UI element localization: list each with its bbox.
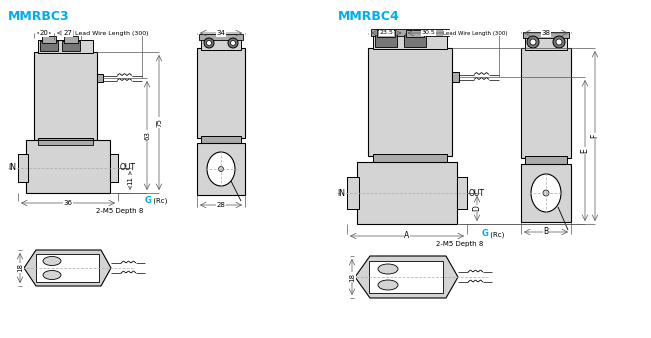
Bar bbox=[38, 40, 93, 53]
Text: 2-M5 Depth 8: 2-M5 Depth 8 bbox=[96, 208, 144, 214]
Bar bbox=[38, 138, 93, 144]
Text: MMRBC4: MMRBC4 bbox=[338, 10, 400, 23]
Circle shape bbox=[527, 36, 539, 48]
Bar bbox=[375, 35, 397, 47]
Bar bbox=[357, 162, 457, 224]
Text: D: D bbox=[473, 206, 482, 212]
Text: 63: 63 bbox=[144, 131, 150, 140]
Text: 36: 36 bbox=[64, 200, 72, 206]
Text: 23.5: 23.5 bbox=[380, 30, 393, 35]
Text: 30.5: 30.5 bbox=[421, 30, 435, 35]
Text: IN: IN bbox=[337, 189, 345, 197]
Text: 20: 20 bbox=[40, 30, 48, 36]
Bar bbox=[201, 38, 241, 50]
Bar bbox=[197, 143, 245, 195]
Bar bbox=[18, 154, 28, 182]
Text: E: E bbox=[581, 148, 590, 153]
Bar bbox=[201, 136, 241, 143]
Bar bbox=[97, 74, 103, 82]
Bar bbox=[371, 29, 449, 36]
Bar bbox=[452, 72, 459, 82]
Bar bbox=[521, 48, 571, 158]
Circle shape bbox=[204, 38, 214, 48]
Text: 28: 28 bbox=[217, 202, 225, 208]
Circle shape bbox=[228, 38, 238, 48]
Bar bbox=[457, 177, 467, 209]
Bar bbox=[404, 35, 426, 47]
Bar bbox=[26, 140, 110, 193]
Bar bbox=[199, 34, 243, 40]
Text: 38: 38 bbox=[542, 30, 551, 36]
Ellipse shape bbox=[43, 270, 61, 280]
Bar bbox=[377, 30, 395, 37]
Bar bbox=[110, 154, 118, 182]
Bar bbox=[373, 154, 447, 162]
Circle shape bbox=[219, 167, 223, 171]
Polygon shape bbox=[24, 250, 111, 286]
Text: 34: 34 bbox=[217, 30, 225, 36]
Text: 18: 18 bbox=[349, 272, 355, 282]
Polygon shape bbox=[355, 256, 458, 298]
Circle shape bbox=[230, 41, 236, 46]
Text: 75: 75 bbox=[156, 118, 162, 127]
Ellipse shape bbox=[207, 152, 235, 186]
Bar bbox=[34, 52, 97, 140]
Text: 18: 18 bbox=[17, 264, 23, 272]
Text: IN: IN bbox=[8, 164, 16, 172]
Bar bbox=[38, 140, 93, 145]
Bar bbox=[523, 32, 569, 38]
Bar bbox=[369, 261, 443, 293]
Circle shape bbox=[206, 41, 212, 46]
Text: G: G bbox=[482, 229, 489, 238]
Text: 11: 11 bbox=[127, 176, 133, 185]
Ellipse shape bbox=[531, 174, 561, 212]
Ellipse shape bbox=[43, 257, 61, 266]
Text: Lead Wire Length (300): Lead Wire Length (300) bbox=[443, 30, 508, 35]
Ellipse shape bbox=[378, 280, 398, 290]
Bar bbox=[36, 254, 99, 282]
Bar bbox=[406, 30, 424, 37]
Circle shape bbox=[556, 39, 562, 45]
Text: (Rc): (Rc) bbox=[488, 231, 505, 238]
Bar bbox=[62, 41, 80, 51]
Bar bbox=[368, 48, 452, 156]
Ellipse shape bbox=[378, 264, 398, 274]
Text: 2-M5 Depth 8: 2-M5 Depth 8 bbox=[436, 241, 484, 247]
Bar bbox=[347, 177, 359, 209]
Text: F: F bbox=[590, 134, 600, 138]
Bar bbox=[525, 156, 567, 164]
Bar bbox=[525, 36, 567, 50]
Circle shape bbox=[553, 36, 565, 48]
Text: OUT: OUT bbox=[469, 189, 485, 197]
Bar bbox=[373, 34, 447, 49]
Text: B: B bbox=[544, 227, 549, 237]
Text: 27: 27 bbox=[63, 30, 72, 36]
Text: A: A bbox=[404, 232, 409, 241]
Circle shape bbox=[530, 39, 536, 45]
Text: Lead Wire Length (300): Lead Wire Length (300) bbox=[75, 30, 148, 35]
Circle shape bbox=[543, 190, 549, 196]
Text: OUT: OUT bbox=[120, 164, 136, 172]
Bar bbox=[40, 41, 58, 51]
Bar bbox=[197, 48, 245, 138]
Bar bbox=[42, 36, 56, 43]
Text: (Rc): (Rc) bbox=[151, 198, 167, 204]
Bar bbox=[64, 36, 78, 43]
Text: MMRBC3: MMRBC3 bbox=[8, 10, 70, 23]
Text: G: G bbox=[145, 196, 152, 205]
Bar bbox=[521, 164, 571, 222]
